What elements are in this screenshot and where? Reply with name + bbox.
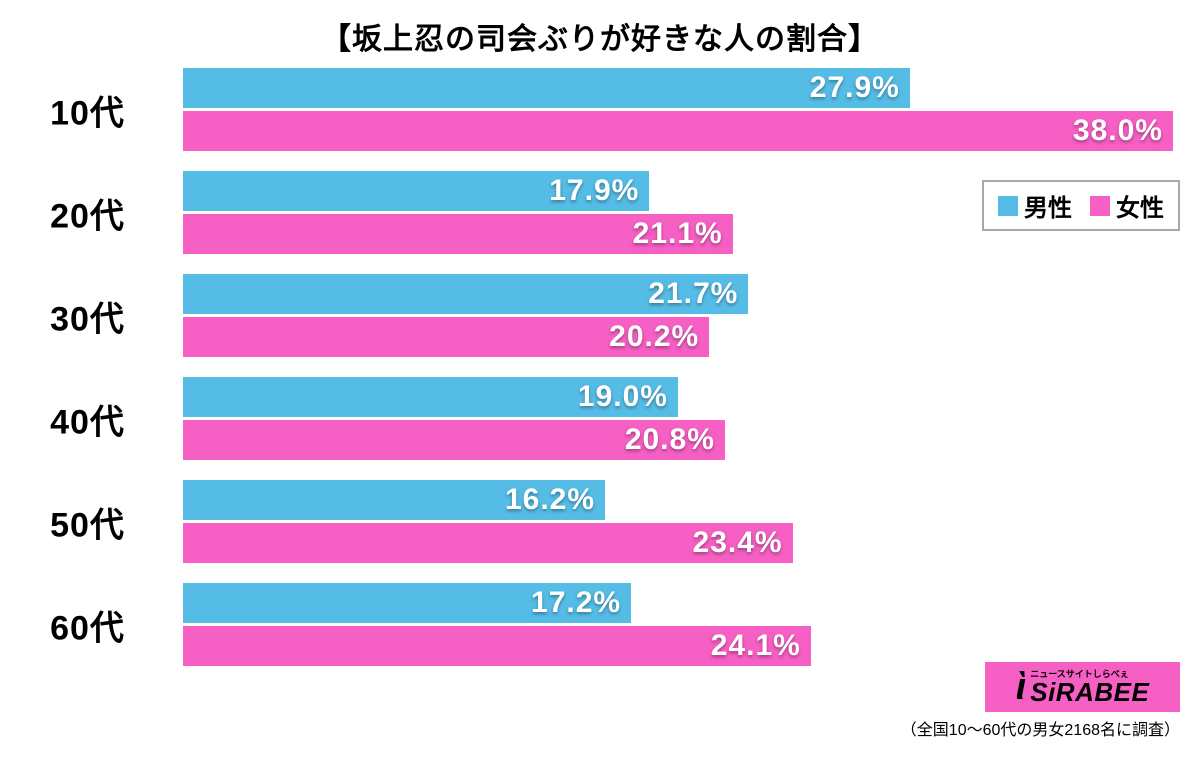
bar: 21.7%	[183, 274, 748, 314]
bar-value-label: 21.7%	[648, 277, 738, 311]
bars-wrap: 27.9% 38.0%	[183, 68, 1200, 151]
bar: 27.9%	[183, 68, 910, 108]
bar: 21.1%	[183, 214, 733, 254]
legend: 男性 女性	[982, 180, 1180, 231]
legend-item: 女性	[1090, 188, 1164, 223]
logo-icon: ὶ	[1016, 668, 1027, 706]
bars-wrap: 16.2% 23.4%	[183, 480, 1200, 563]
bar: 20.8%	[183, 420, 725, 460]
bar-value-label: 38.0%	[1073, 114, 1163, 148]
bar: 23.4%	[183, 523, 793, 563]
category-label: 50代	[0, 497, 175, 546]
bar-value-label: 20.2%	[609, 320, 699, 354]
bar: 17.9%	[183, 171, 649, 211]
bar-group: 10代 27.9% 38.0%	[0, 68, 1200, 151]
bar: 16.2%	[183, 480, 605, 520]
bars-wrap: 21.7% 20.2%	[183, 274, 1200, 357]
bar-group: 50代 16.2% 23.4%	[0, 480, 1200, 563]
bar: 17.2%	[183, 583, 631, 623]
category-label: 30代	[0, 291, 175, 340]
chart-area: 10代 27.9% 38.0% 20代 17.9% 21.1% 30代 21.7% 20.2% 4…	[0, 68, 1200, 686]
legend-label: 女性	[1116, 188, 1164, 223]
bar-value-label: 27.9%	[810, 71, 900, 105]
category-label: 10代	[0, 85, 175, 134]
bar-value-label: 19.0%	[578, 380, 668, 414]
sirabee-logo: ὶ ニュースサイトしらべぇ SiRABEE	[985, 662, 1180, 712]
bars-wrap: 19.0% 20.8%	[183, 377, 1200, 460]
category-label: 20代	[0, 188, 175, 237]
bar-value-label: 21.1%	[633, 217, 723, 251]
legend-item: 男性	[998, 188, 1072, 223]
logo-main: SiRABEE	[1030, 679, 1149, 705]
bar-group: 30代 21.7% 20.2%	[0, 274, 1200, 357]
bar-value-label: 17.2%	[531, 586, 621, 620]
logo-text: ニュースサイトしらべぇ SiRABEE	[1030, 670, 1149, 705]
bar-group: 60代 17.2% 24.1%	[0, 583, 1200, 666]
bar-value-label: 17.9%	[549, 174, 639, 208]
bar: 19.0%	[183, 377, 678, 417]
category-label: 40代	[0, 394, 175, 443]
bars-wrap: 17.2% 24.1%	[183, 583, 1200, 666]
bar: 20.2%	[183, 317, 709, 357]
bar: 38.0%	[183, 111, 1173, 151]
bar: 24.1%	[183, 626, 811, 666]
bar-value-label: 23.4%	[693, 526, 783, 560]
category-label: 60代	[0, 600, 175, 649]
legend-swatch	[998, 196, 1018, 216]
bar-value-label: 16.2%	[505, 483, 595, 517]
footnote: （全国10～60代の男女2168名に調査）	[901, 716, 1180, 740]
bar-value-label: 20.8%	[625, 423, 715, 457]
bar-group: 40代 19.0% 20.8%	[0, 377, 1200, 460]
chart-title: 【坂上忍の司会ぶりが好きな人の割合】	[0, 0, 1200, 58]
legend-swatch	[1090, 196, 1110, 216]
bar-value-label: 24.1%	[711, 629, 801, 663]
legend-label: 男性	[1024, 188, 1072, 223]
